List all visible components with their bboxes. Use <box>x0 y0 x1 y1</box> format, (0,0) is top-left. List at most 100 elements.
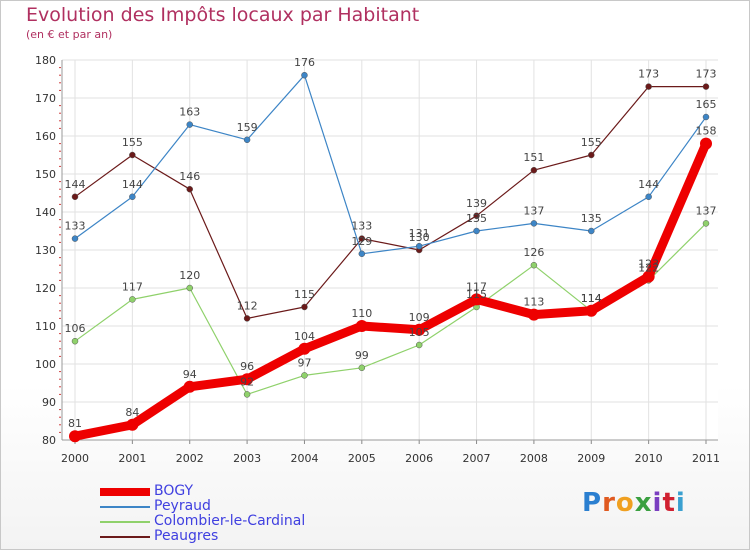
data-point <box>585 304 598 317</box>
data-point <box>530 166 538 174</box>
data-point <box>642 270 655 283</box>
legend-label: BOGY <box>154 483 194 499</box>
data-label: 97 <box>297 356 311 369</box>
data-point <box>241 373 254 386</box>
x-tick-label: 2003 <box>233 452 261 465</box>
x-tick-label: 2005 <box>348 452 376 465</box>
data-label: 139 <box>466 197 487 210</box>
data-label: 155 <box>581 136 602 149</box>
data-point <box>183 380 196 393</box>
data-label: 117 <box>122 280 143 293</box>
data-point <box>301 372 308 379</box>
data-label: 130 <box>409 231 430 244</box>
data-point <box>588 151 595 159</box>
data-point <box>301 71 308 79</box>
proxiti-logo: Proxiti <box>582 488 686 518</box>
legend-label: Peaugres <box>154 528 219 544</box>
data-label: 113 <box>523 296 544 309</box>
x-tick-label: 2002 <box>176 452 204 465</box>
data-point <box>702 220 710 227</box>
data-point <box>186 284 193 292</box>
data-label: 92 <box>240 375 254 388</box>
x-tick-label: 2009 <box>577 452 605 465</box>
data-label: 106 <box>65 322 86 335</box>
y-tick-label: 150 <box>35 168 56 181</box>
legend-label: Peyraud <box>154 498 211 514</box>
data-label: 144 <box>122 178 143 191</box>
y-tick-label: 170 <box>35 92 56 105</box>
data-label: 146 <box>179 170 200 183</box>
data-point <box>413 323 426 336</box>
data-label: 158 <box>696 125 717 138</box>
x-tick-label: 2001 <box>118 452 146 465</box>
x-tick-label: 2006 <box>405 452 433 465</box>
legend-swatch-bogy <box>100 488 150 496</box>
data-point <box>473 227 480 235</box>
data-label: 163 <box>179 106 200 119</box>
data-point <box>243 391 251 398</box>
data-label: 115 <box>466 288 487 301</box>
data-point <box>527 308 540 321</box>
data-label: 109 <box>409 311 430 324</box>
data-point <box>129 151 136 159</box>
data-label: 165 <box>696 98 717 111</box>
data-label: 115 <box>294 288 315 301</box>
series-line-peyraud <box>74 74 707 255</box>
y-tick-label: 180 <box>35 54 56 67</box>
y-tick-label: 140 <box>35 206 56 219</box>
data-point <box>415 341 423 349</box>
data-point <box>186 185 193 193</box>
data-label: 104 <box>294 330 315 343</box>
data-label: 133 <box>351 220 372 233</box>
data-label: 173 <box>696 68 717 81</box>
data-label: 99 <box>355 349 369 362</box>
data-label: 96 <box>240 360 254 373</box>
x-tick-label: 2004 <box>290 452 318 465</box>
data-label: 144 <box>65 178 86 191</box>
y-tick-label: 160 <box>35 130 56 143</box>
y-tick-label: 80 <box>42 434 56 447</box>
x-tick-label: 2010 <box>635 452 663 465</box>
data-point <box>71 235 79 242</box>
data-point <box>470 293 483 306</box>
data-label: 114 <box>581 292 602 305</box>
data-label: 173 <box>638 68 659 81</box>
data-point <box>415 242 423 250</box>
data-label: 84 <box>125 406 139 419</box>
x-tick-label: 2000 <box>61 452 89 465</box>
data-label: 135 <box>581 212 602 225</box>
chart-subtitle: (en € et par an) <box>26 28 113 41</box>
data-point <box>186 121 193 128</box>
data-point <box>473 212 480 220</box>
data-label: 151 <box>523 151 544 164</box>
data-label: 123 <box>638 258 659 271</box>
data-label: 176 <box>294 56 315 69</box>
data-point <box>129 193 136 201</box>
data-label: 112 <box>237 299 258 312</box>
data-label: 114 <box>581 292 602 305</box>
data-point <box>530 220 538 227</box>
y-tick-label: 100 <box>35 358 56 371</box>
data-label: 159 <box>237 121 258 134</box>
data-label: 137 <box>696 204 717 217</box>
data-point <box>71 337 79 345</box>
data-label: 120 <box>179 269 200 282</box>
series-line-peaugres <box>74 85 707 319</box>
data-point <box>301 303 308 311</box>
data-point <box>243 315 251 322</box>
data-label: 105 <box>409 326 430 339</box>
data-point <box>645 193 652 201</box>
data-label: 122 <box>638 261 659 274</box>
data-point <box>71 193 79 201</box>
x-tick-label: 2007 <box>463 452 491 465</box>
data-label: 94 <box>183 368 197 381</box>
data-label: 137 <box>523 204 544 217</box>
data-label: 131 <box>409 227 430 240</box>
y-tick-label: 110 <box>35 320 56 333</box>
data-label: 133 <box>65 220 86 233</box>
data-point <box>243 136 251 144</box>
data-point <box>700 137 712 150</box>
data-label: 135 <box>466 212 487 225</box>
chart-plot: 80 90 100 110 120 130 140 150 160 170 180 2000 2001 2… <box>35 54 720 465</box>
y-tick-label: 130 <box>35 244 56 257</box>
